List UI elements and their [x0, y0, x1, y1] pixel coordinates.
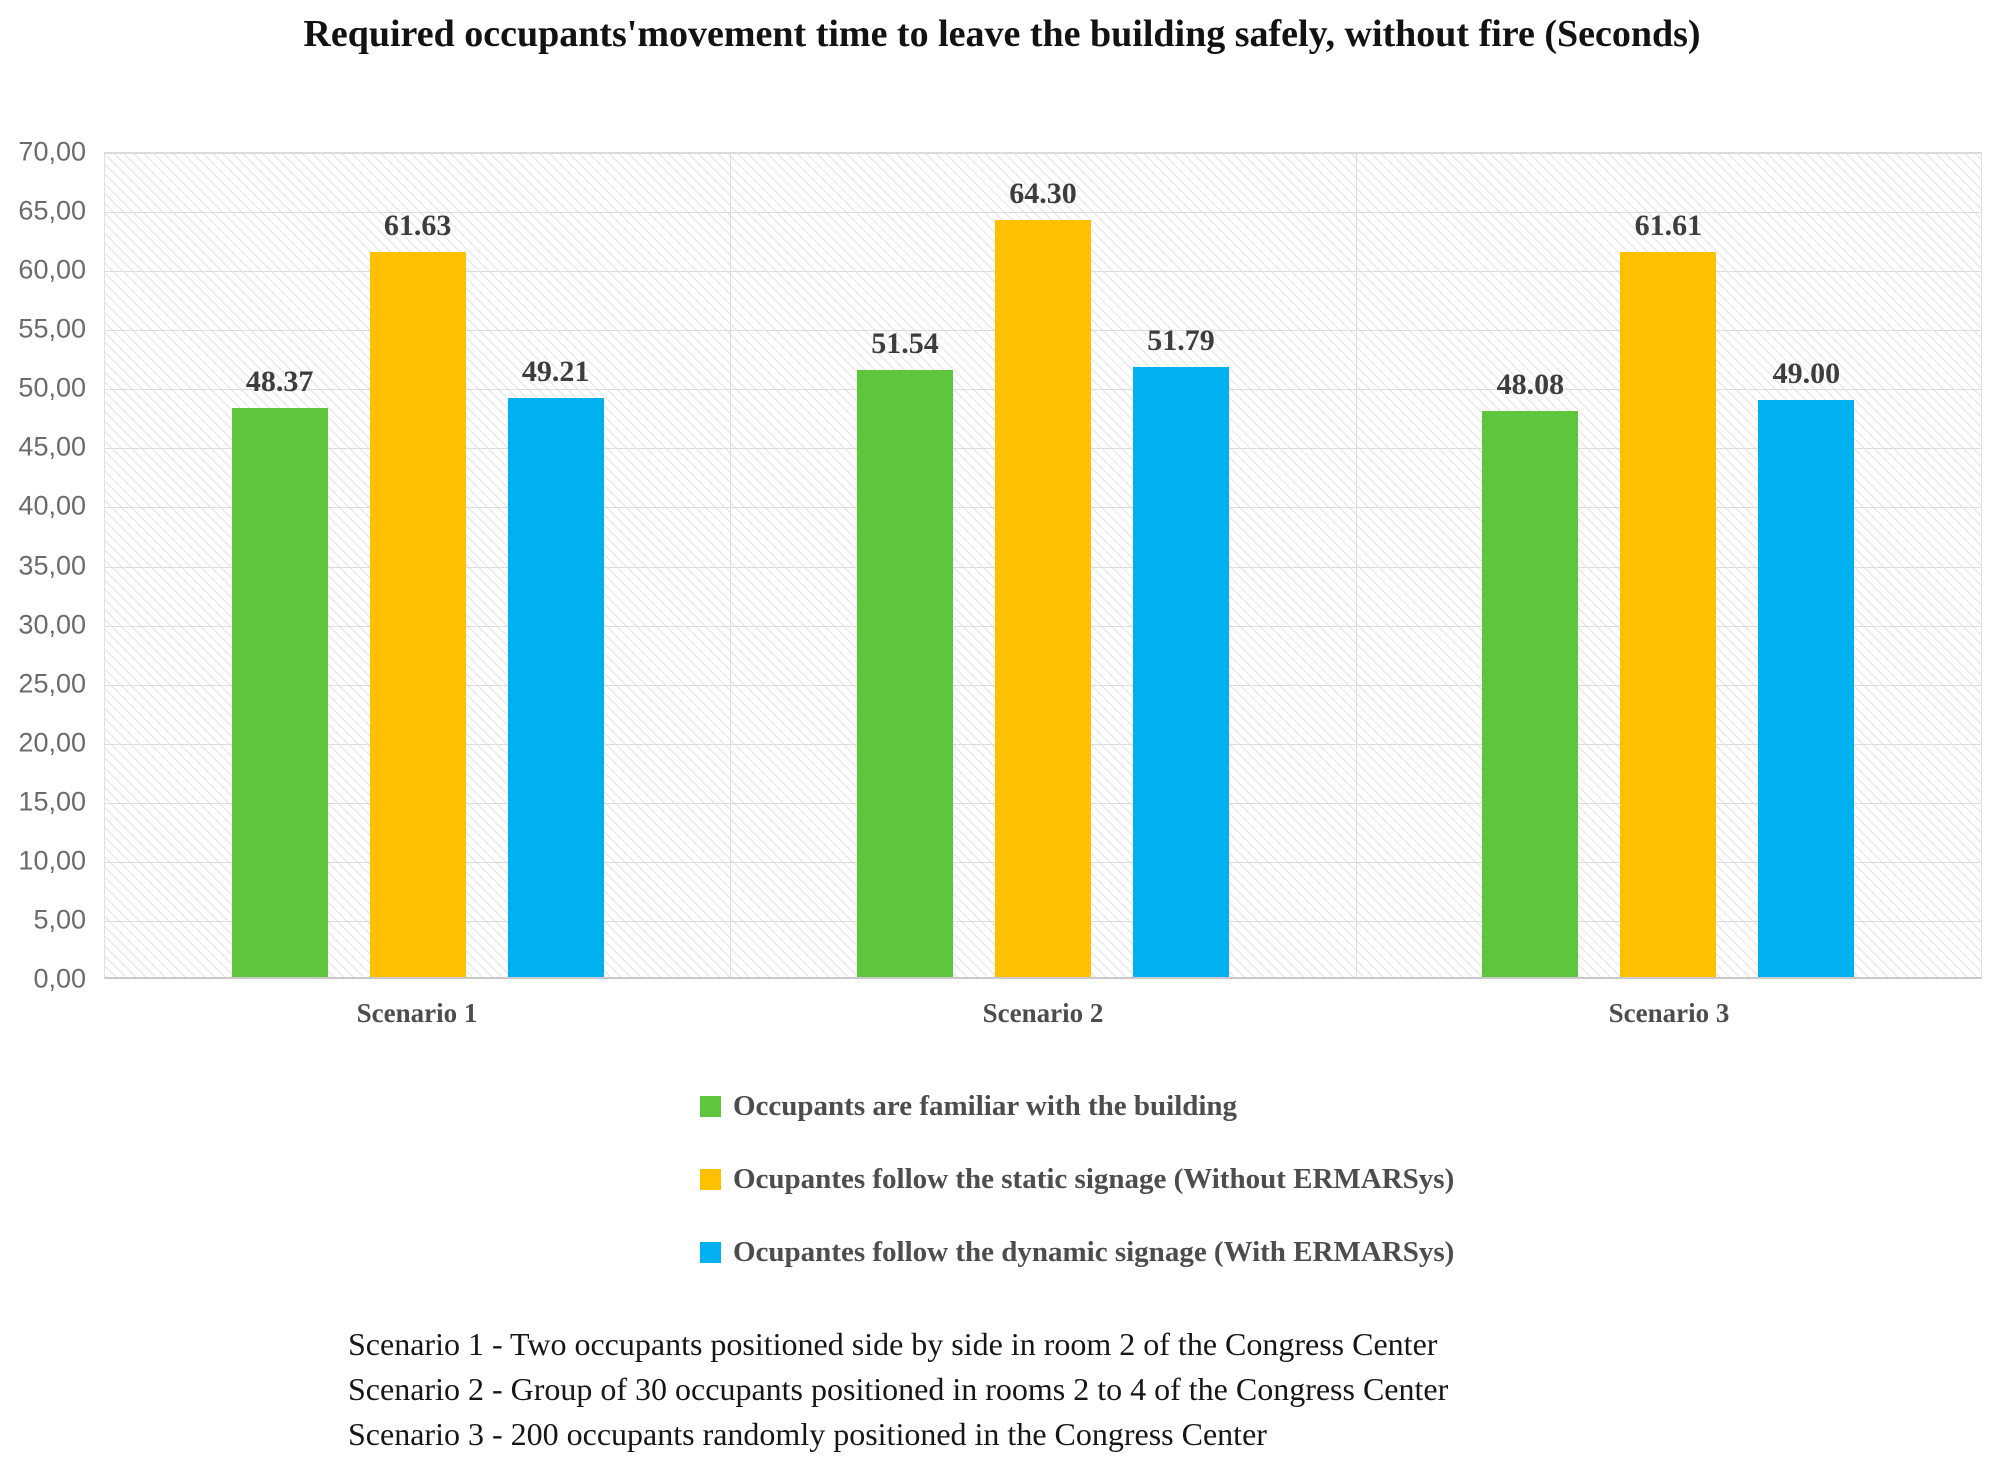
legend-color-swatch — [700, 1096, 721, 1117]
y-axis-tick-label: 25,00 — [18, 668, 86, 699]
plot-area: 48.37 61.63 49.21 51.54 64.30 51.79 48.08 61.61… — [104, 152, 1982, 979]
bar: 64.30 — [994, 177, 1091, 977]
bar-group: 48.08 61.61 49.00 — [1356, 153, 1981, 977]
chart-title: Required occupants'movement time to leav… — [303, 13, 1701, 55]
y-axis-tick-label: 70,00 — [18, 136, 86, 167]
y-axis-tick-label: 60,00 — [18, 254, 86, 285]
footnotes: Scenario 1 - Two occupants positioned si… — [348, 1322, 1448, 1457]
y-axis-tick-label: 10,00 — [18, 845, 86, 876]
legend-label: Ocupantes follow the dynamic signage (Wi… — [733, 1236, 1455, 1268]
legend-item: Occupants are familiar with the building — [700, 1090, 1454, 1123]
bar: 51.54 — [856, 327, 953, 977]
y-axis-tick-label: 20,00 — [18, 727, 86, 758]
y-axis-tick-label: 30,00 — [18, 609, 86, 640]
bar-value-label: 49.00 — [1772, 357, 1841, 391]
y-axis-tick-label: 0,00 — [33, 963, 86, 994]
bar-group: 51.54 64.30 51.79 — [730, 153, 1355, 977]
bar-value-label: 64.30 — [1009, 177, 1077, 211]
legend-label: Occupants are familiar with the building — [733, 1090, 1238, 1122]
x-category-label: Scenario 1 — [356, 998, 478, 1028]
bar-value-label: 48.37 — [245, 364, 314, 398]
y-axis-tick-label: 5,00 — [33, 904, 86, 935]
legend: Occupants are familiar with the building… — [700, 1090, 1454, 1309]
y-axis-tick-label: 45,00 — [18, 431, 86, 462]
legend-item: Ocupantes follow the dynamic signage (Wi… — [700, 1236, 1454, 1269]
legend-color-swatch — [700, 1242, 721, 1263]
footnote-line: Scenario 1 - Two occupants positioned si… — [348, 1326, 1438, 1362]
bar: 48.37 — [231, 365, 328, 977]
bar: 49.00 — [1758, 357, 1855, 977]
legend-color-swatch — [700, 1169, 721, 1190]
bar-group: 48.37 61.63 49.21 — [105, 153, 730, 977]
y-axis-tick-label: 50,00 — [18, 372, 86, 403]
x-category-label: Scenario 2 — [982, 998, 1104, 1028]
bar: 61.61 — [1620, 209, 1717, 977]
y-axis-tick-label: 65,00 — [18, 195, 86, 226]
y-axis-tick-label: 40,00 — [18, 490, 86, 521]
bar: 51.79 — [1132, 324, 1229, 977]
bar: 48.08 — [1482, 368, 1579, 977]
bar-value-label: 51.79 — [1147, 324, 1215, 358]
bar-value-label: 61.63 — [383, 208, 452, 242]
y-axis-tick-label: 35,00 — [18, 550, 86, 580]
footnote-line: Scenario 2 - Group of 30 occupants posit… — [348, 1371, 1449, 1407]
gridline — [105, 212, 1981, 214]
category-separator — [730, 153, 732, 977]
bar-value-label: 51.54 — [871, 327, 939, 361]
y-axis-tick-label: 15,00 — [18, 786, 86, 817]
y-axis-tick-label: 55,00 — [18, 313, 86, 344]
bar-value-label: 48.08 — [1496, 368, 1565, 402]
category-separator — [1355, 153, 1357, 977]
footnote-line: Scenario 3 - 200 occupants randomly posi… — [348, 1416, 1267, 1452]
bar-value-label: 49.21 — [521, 354, 590, 388]
gridline — [105, 153, 1981, 154]
bar: 61.63 — [369, 209, 466, 977]
x-category-label: Scenario 3 — [1608, 998, 1730, 1028]
bar-value-label: 61.61 — [1634, 208, 1703, 242]
bar: 49.21 — [507, 355, 604, 977]
legend-item: Ocupantes follow the static signage (Wit… — [700, 1163, 1454, 1196]
legend-label: Ocupantes follow the static signage (Wit… — [733, 1163, 1455, 1195]
